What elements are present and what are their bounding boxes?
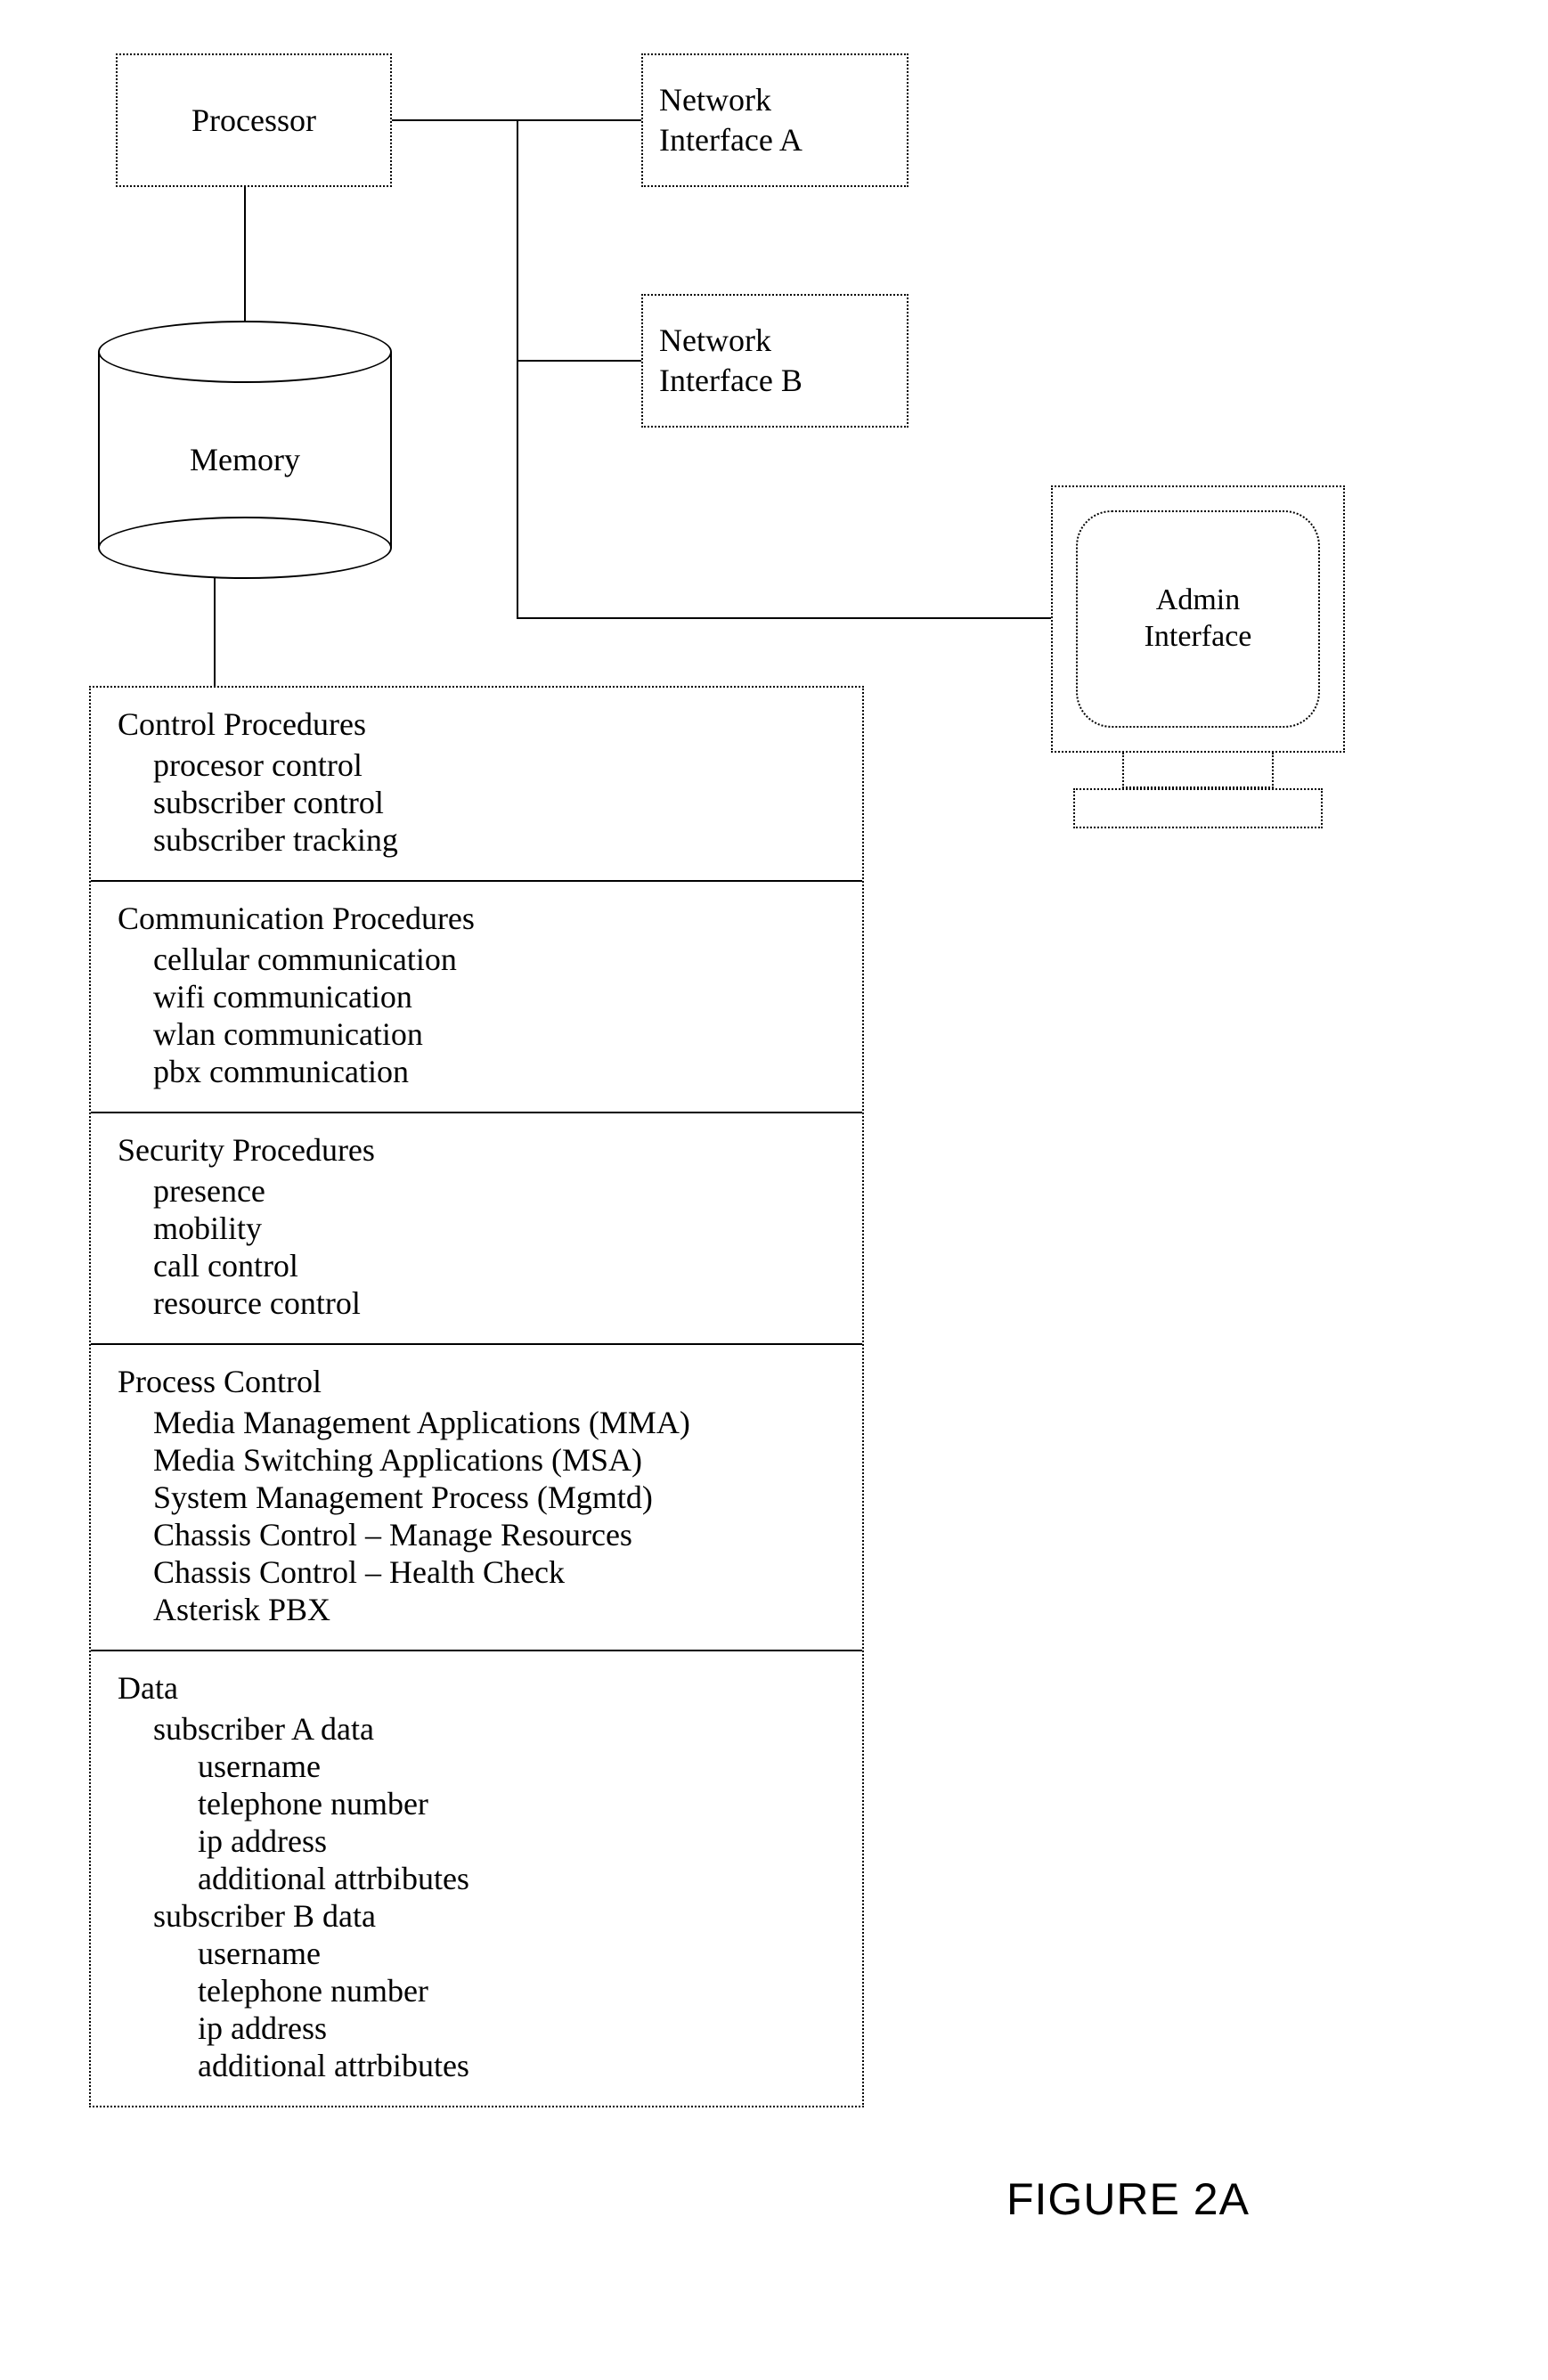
memory-cylinder: Memory	[98, 321, 392, 579]
memtbl-item: cellular communication	[118, 941, 835, 978]
network-interface-a-box: Network Interface A	[641, 53, 908, 187]
memtbl-section-title: Process Control	[118, 1363, 835, 1400]
memtbl-item: System Management Process (Mgmtd)	[118, 1479, 835, 1516]
network-interface-a-label: Network Interface A	[659, 80, 803, 160]
memtbl-subitem: telephone number	[118, 1972, 835, 2009]
memtbl-group-label: subscriber A data	[118, 1710, 835, 1748]
admin-interface: Admin Interface	[1051, 485, 1345, 842]
memtbl-item: presence	[118, 1172, 835, 1210]
memtbl-subitem: additional attrbibutes	[118, 1860, 835, 1897]
memtbl-item: Media Management Applications (MMA)	[118, 1404, 835, 1441]
memtbl-section-title: Data	[118, 1669, 835, 1707]
memtbl-section: Security Procedurespresencemobilitycall …	[91, 1112, 862, 1343]
memtbl-subitem: username	[118, 1748, 835, 1785]
memtbl-item: call control	[118, 1247, 835, 1284]
memtbl-item: Asterisk PBX	[118, 1591, 835, 1628]
memtbl-item: Chassis Control – Health Check	[118, 1553, 835, 1591]
memtbl-item: resource control	[118, 1284, 835, 1322]
memtbl-item: mobility	[118, 1210, 835, 1247]
edge-proc-memory	[244, 187, 246, 326]
edge-bus-admin	[517, 617, 1051, 619]
edge-bus-netb	[517, 360, 641, 362]
memory-contents-table: Control Proceduresprocesor controlsubscr…	[89, 686, 864, 2107]
memtbl-item: Chassis Control – Manage Resources	[118, 1516, 835, 1553]
memtbl-item: wifi communication	[118, 978, 835, 1015]
memtbl-section-title: Security Procedures	[118, 1131, 835, 1169]
diagram-canvas: Processor Network Interface A Network In…	[0, 0, 1548, 2380]
edge-memory-table	[214, 577, 216, 688]
memtbl-section-title: Control Procedures	[118, 705, 835, 743]
memtbl-subitem: username	[118, 1935, 835, 1972]
memtbl-subitem: additional attrbibutes	[118, 2047, 835, 2084]
memtbl-subitem: ip address	[118, 2009, 835, 2047]
memtbl-item: pbx communication	[118, 1053, 835, 1090]
admin-interface-label: Admin Interface	[1145, 583, 1252, 656]
processor-box: Processor	[116, 53, 392, 187]
memtbl-section: Datasubscriber A datausernametelephone n…	[91, 1650, 862, 2106]
edge-bus-vertical	[517, 119, 518, 619]
memtbl-item: procesor control	[118, 746, 835, 784]
memtbl-section: Process Control Media Management Applicat…	[91, 1343, 862, 1650]
memtbl-section: Communication Procedures cellular communi…	[91, 880, 862, 1112]
memtbl-subitem: ip address	[118, 1822, 835, 1860]
memtbl-item: subscriber tracking	[118, 821, 835, 859]
processor-label: Processor	[191, 101, 316, 141]
memtbl-group-label: subscriber B data	[118, 1897, 835, 1935]
network-interface-b-box: Network Interface B	[641, 294, 908, 428]
memtbl-item: Media Switching Applications (MSA)	[118, 1441, 835, 1479]
memtbl-item: wlan communication	[118, 1015, 835, 1053]
memtbl-section-title: Communication Procedures	[118, 900, 835, 937]
memtbl-subitem: telephone number	[118, 1785, 835, 1822]
memtbl-item: subscriber control	[118, 784, 835, 821]
figure-label: FIGURE 2A	[1006, 2173, 1250, 2225]
network-interface-b-label: Network Interface B	[659, 321, 803, 401]
memory-label: Memory	[98, 441, 392, 478]
memtbl-section: Control Proceduresprocesor controlsubscr…	[91, 688, 862, 880]
